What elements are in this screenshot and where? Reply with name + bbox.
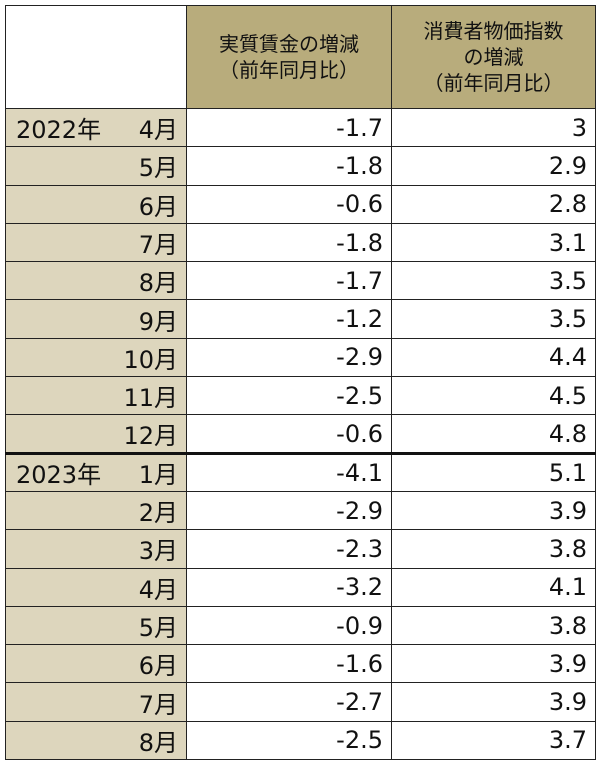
table-row: 2月 -2.9 3.9 <box>5 490 596 531</box>
row-label-cell: 2022年 4月 <box>5 107 187 148</box>
row-month-label: 3月 <box>138 537 178 566</box>
cpi-value: 3 <box>391 107 596 148</box>
header-cpi-line3: （前年同月比） <box>423 71 564 95</box>
row-year-label: 2023年 <box>16 461 102 490</box>
row-month-label: 1月 <box>138 461 178 490</box>
row-label-cell: 5月 <box>5 146 187 186</box>
cpi-value: 3.7 <box>391 720 596 761</box>
header-row: 実質賃金の増減 （前年同月比） 消費者物価指数 の増減 （前年同月比） <box>5 5 596 109</box>
table-row: 7月 -1.8 3.1 <box>5 222 596 263</box>
table-row: 2023年 1月 -4.1 5.1 <box>5 451 596 492</box>
table-row: 11月 -2.5 4.5 <box>5 376 596 416</box>
table-row: 7月 -2.7 3.9 <box>5 682 596 722</box>
table-row: 2022年 4月 -1.7 3 <box>5 107 596 148</box>
row-label-cell: 5月 <box>5 605 187 646</box>
table-row: 3月 -2.3 3.8 <box>5 529 596 569</box>
row-label-cell: 12月 <box>5 414 187 454</box>
cpi-value: 4.4 <box>391 337 596 378</box>
row-month-label: 9月 <box>138 307 178 336</box>
cpi-value: 3.9 <box>391 682 596 722</box>
real-wage-value: -2.9 <box>186 337 392 378</box>
header-corner-cell <box>5 5 187 109</box>
cpi-value: 4.5 <box>391 376 596 416</box>
real-wage-value: -2.5 <box>186 376 392 416</box>
cpi-value: 2.9 <box>391 146 596 186</box>
table-row: 5月 -0.9 3.8 <box>5 605 596 646</box>
row-month-label: 4月 <box>138 575 178 604</box>
row-label-cell: 6月 <box>5 644 187 684</box>
header-cpi: 消費者物価指数 の増減 （前年同月比） <box>391 5 596 109</box>
cpi-value: 2.8 <box>391 184 596 224</box>
row-month-label: 4月 <box>138 116 178 145</box>
table-row: 8月 -1.7 3.5 <box>5 261 596 301</box>
row-label-cell: 9月 <box>5 299 187 339</box>
row-month-label: 11月 <box>123 384 178 413</box>
wage-cpi-table: 実質賃金の増減 （前年同月比） 消費者物価指数 の増減 （前年同月比） 2022… <box>5 5 596 761</box>
cpi-value: 3.9 <box>391 490 596 531</box>
real-wage-value: -1.7 <box>186 107 392 148</box>
real-wage-value: -2.9 <box>186 490 392 531</box>
real-wage-value: -1.8 <box>186 146 392 186</box>
row-month-label: 7月 <box>138 231 178 260</box>
header-real-wage: 実質賃金の増減 （前年同月比） <box>186 5 392 109</box>
row-month-label: 5月 <box>138 154 178 183</box>
header-cpi-line2: の増減 <box>463 45 524 69</box>
real-wage-value: -1.7 <box>186 261 392 301</box>
cpi-value: 5.1 <box>391 451 596 492</box>
row-label-cell: 8月 <box>5 720 187 761</box>
table-row: 4月 -3.2 4.1 <box>5 567 596 607</box>
header-real-wage-line1: 実質賃金の増減 <box>219 32 359 56</box>
row-label-cell: 4月 <box>5 567 187 607</box>
cpi-value: 4.1 <box>391 567 596 607</box>
table-row: 10月 -2.9 4.4 <box>5 337 596 378</box>
row-label-cell: 6月 <box>5 184 187 224</box>
real-wage-value: -2.3 <box>186 529 392 569</box>
row-month-label: 2月 <box>138 499 178 528</box>
table-row: 8月 -2.5 3.7 <box>5 720 596 761</box>
header-cpi-line1: 消費者物価指数 <box>423 19 564 43</box>
real-wage-value: -2.5 <box>186 720 392 761</box>
row-label-cell: 8月 <box>5 261 187 301</box>
table-row: 12月 -0.6 4.8 <box>5 414 596 454</box>
cpi-value: 3.8 <box>391 605 596 646</box>
row-month-label: 6月 <box>138 192 178 221</box>
real-wage-value: -0.9 <box>186 605 392 646</box>
row-label-cell: 3月 <box>5 529 187 569</box>
row-month-label: 8月 <box>138 269 178 298</box>
real-wage-value: -4.1 <box>186 451 392 492</box>
row-year-label: 2022年 <box>16 116 102 145</box>
cpi-value: 3.9 <box>391 644 596 684</box>
real-wage-value: -1.2 <box>186 299 392 339</box>
real-wage-value: -2.7 <box>186 682 392 722</box>
cpi-value: 3.8 <box>391 529 596 569</box>
row-label-cell: 2月 <box>5 490 187 531</box>
row-month-label: 6月 <box>138 652 178 681</box>
row-label-cell: 7月 <box>5 682 187 722</box>
row-label-cell: 2023年 1月 <box>5 451 187 492</box>
cpi-value: 3.1 <box>391 222 596 263</box>
cpi-value: 3.5 <box>391 299 596 339</box>
real-wage-value: -1.6 <box>186 644 392 684</box>
real-wage-value: -3.2 <box>186 567 392 607</box>
row-month-label: 12月 <box>123 422 178 451</box>
real-wage-value: -1.8 <box>186 222 392 263</box>
cpi-value: 3.5 <box>391 261 596 301</box>
table-row: 9月 -1.2 3.5 <box>5 299 596 339</box>
table-row: 5月 -1.8 2.9 <box>5 146 596 186</box>
header-real-wage-line2: （前年同月比） <box>219 58 359 82</box>
cpi-value: 4.8 <box>391 414 596 454</box>
row-month-label: 7月 <box>138 690 178 719</box>
row-month-label: 10月 <box>123 345 178 374</box>
row-month-label: 5月 <box>138 614 178 642</box>
real-wage-value: -0.6 <box>186 184 392 224</box>
table-row: 6月 -1.6 3.9 <box>5 644 596 684</box>
row-month-label: 8月 <box>138 728 178 757</box>
table-row: 6月 -0.6 2.8 <box>5 184 596 224</box>
row-label-cell: 11月 <box>5 376 187 416</box>
row-label-cell: 7月 <box>5 222 187 263</box>
row-label-cell: 10月 <box>5 337 187 378</box>
real-wage-value: -0.6 <box>186 414 392 454</box>
table-body: 2022年 4月 -1.7 3 5月 -1.8 2.9 6月 -0.6 2.8 7月 -1.8 3.1 8… <box>5 107 596 761</box>
